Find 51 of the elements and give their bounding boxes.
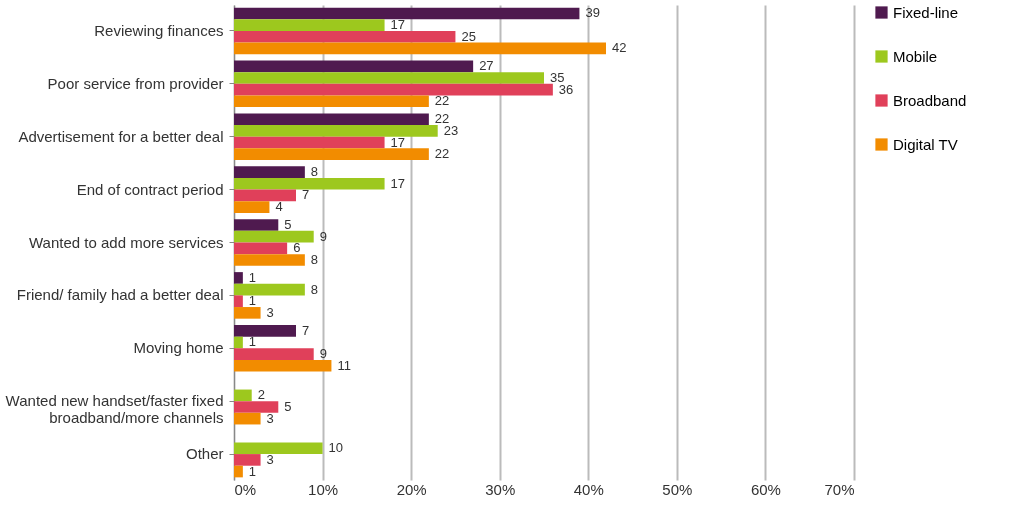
data-label: 7 — [302, 187, 310, 203]
data-label: 1 — [248, 269, 257, 285]
y-tick-label: Other — [185, 445, 224, 463]
data-label: 1 — [248, 463, 257, 479]
legend-label: Mobile — [893, 47, 938, 65]
x-tick-label: 50% — [662, 480, 693, 498]
data-label: 1 — [248, 334, 257, 350]
data-label: 1 — [248, 293, 257, 309]
data-label: 8 — [310, 281, 319, 297]
y-tick-label: Wanted to add more services — [28, 233, 224, 251]
data-label: 27 — [479, 58, 494, 74]
data-label: 8 — [310, 251, 319, 267]
x-tick-label: 30% — [485, 480, 516, 498]
legend-label: Digital TV — [893, 135, 958, 153]
y-tick-label: Wanted new handset/faster fixed broadband/more channels — [5, 392, 224, 427]
data-label: 11 — [337, 357, 351, 373]
data-label: 4 — [275, 199, 283, 215]
data-label: 3 — [266, 304, 274, 320]
data-label: 2 — [257, 387, 265, 403]
legend-label: Broadband — [893, 91, 967, 109]
y-tick-label: Reviewing finances — [94, 21, 224, 39]
data-label: 5 — [284, 217, 292, 233]
y-tick-label: End of contract period — [76, 180, 224, 198]
y-tick-label: Poor service from provider — [47, 74, 224, 92]
data-label: 17 — [390, 134, 406, 150]
data-label: 42 — [612, 40, 627, 56]
data-label: 3 — [266, 451, 274, 467]
data-label: 5 — [284, 399, 292, 414]
legend-label: Fixed-line — [893, 3, 959, 21]
data-label: 8 — [310, 164, 319, 180]
y-tick-label: Moving home — [133, 339, 224, 357]
data-label: 3 — [266, 410, 274, 426]
x-tick-label: 40% — [573, 480, 604, 498]
data-label: 39 — [585, 5, 600, 21]
data-label: 9 — [319, 346, 327, 362]
data-label: 25 — [461, 28, 476, 44]
x-tick-label: 70% — [824, 480, 855, 498]
data-label: 22 — [434, 146, 450, 162]
x-tick-label: 10% — [308, 480, 339, 498]
data-label: 17 — [390, 175, 406, 191]
x-tick-label: 0% — [234, 480, 257, 498]
y-tick-label: Advertisement for a better deal — [18, 127, 224, 145]
data-label: 6 — [293, 240, 301, 256]
data-label: 9 — [319, 228, 327, 244]
x-tick-label: 60% — [750, 480, 781, 498]
data-label: 17 — [390, 17, 406, 33]
x-tick-label: 20% — [396, 480, 427, 498]
y-tick-label: Friend/ family had a better deal — [16, 286, 224, 304]
data-label: 22 — [434, 93, 450, 109]
data-label: 7 — [302, 322, 310, 338]
data-label: 10 — [328, 440, 344, 456]
